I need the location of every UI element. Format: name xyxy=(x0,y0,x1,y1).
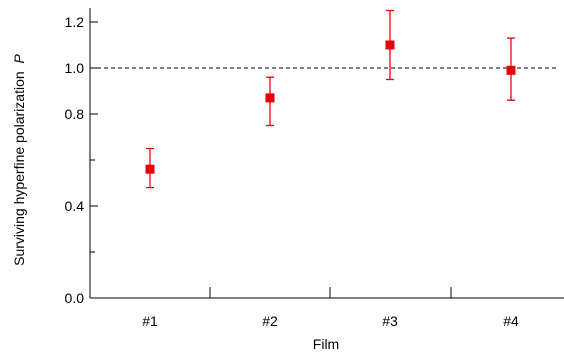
y-tick-label: 0.4 xyxy=(65,198,85,214)
y-tick-label: 0.8 xyxy=(65,106,85,122)
data-point xyxy=(385,40,395,50)
x-tick-label: #3 xyxy=(382,313,398,329)
ticks: 0.0 0.4 0.8 1.0 1.2 #1 #2 #3 #4 xyxy=(65,14,519,329)
y-tick-label: 1.2 xyxy=(65,14,85,30)
y-tick-label: 1.0 xyxy=(65,60,85,76)
data-point xyxy=(506,65,516,75)
x-tick-label: #2 xyxy=(262,313,278,329)
data-point xyxy=(145,164,155,174)
y-tick-label: 0.0 xyxy=(65,290,85,306)
x-tick-label: #4 xyxy=(503,313,519,329)
y-axis-label-symbol: P xyxy=(11,53,27,63)
axes xyxy=(89,8,564,299)
x-axis-label: Film xyxy=(313,336,339,352)
data-point xyxy=(265,93,275,103)
data-points xyxy=(145,9,516,189)
x-tick-label: #1 xyxy=(142,313,158,329)
y-axis-label: Surviving hyperfine polarization P xyxy=(11,53,27,265)
y-axis-label-text: Surviving hyperfine polarization xyxy=(11,71,27,266)
